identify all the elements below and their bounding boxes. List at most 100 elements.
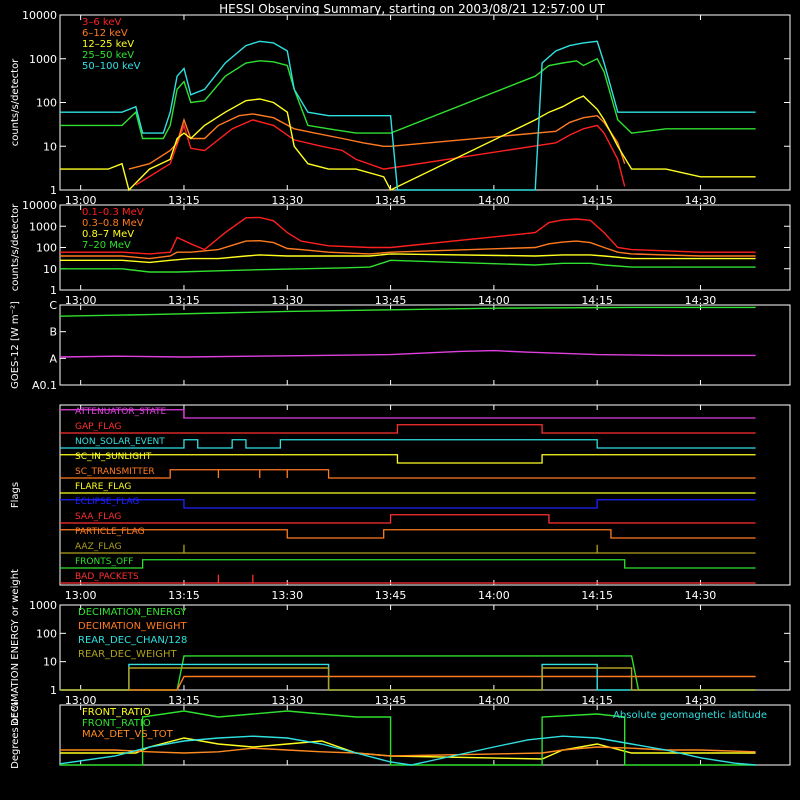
legend-entry: FRONT_RATIO (82, 718, 151, 729)
flag-label: AAZ_FLAG (75, 542, 122, 552)
figure-title: HESSI Observing Summary, starting on 200… (219, 2, 605, 16)
x-tick-label: 13:30 (271, 589, 303, 602)
flag-line (60, 529, 756, 539)
legend-entry: DECIMATION_WEIGHT (78, 621, 187, 632)
series-line (60, 216, 756, 255)
y-tick-label: C (49, 299, 57, 312)
series-line (60, 95, 756, 192)
x-tick-label: 13:00 (65, 294, 97, 307)
series-line (60, 746, 756, 757)
flag-line (60, 454, 756, 464)
x-tick-label: 13:15 (168, 589, 200, 602)
x-tick-label: 13:30 (271, 294, 303, 307)
legend-entry: 0.1–0.3 MeV (82, 207, 144, 218)
y-tick-label: 100 (36, 97, 57, 110)
x-tick-label: 14:00 (478, 694, 510, 707)
flag-line (60, 439, 756, 449)
legend-entry: 0.3–0.8 MeV (82, 218, 144, 229)
legend-entry: 7–20 MeV (82, 240, 131, 251)
legend-entry: 6–12 keV (82, 28, 128, 39)
x-tick-label: 13:45 (375, 194, 407, 207)
series-line (60, 57, 756, 140)
flag-label: NON_SOLAR_EVENT (75, 437, 165, 447)
legend-entry: MAX_DET_VS_TOT (82, 729, 174, 740)
x-tick-label: 14:15 (581, 589, 613, 602)
flag-label: FRONTS_OFF (75, 557, 133, 567)
series-line (60, 737, 756, 760)
flag-line (60, 424, 756, 434)
flag-label: BAD_PACKETS (75, 572, 139, 582)
y-tick-label: 1000 (29, 599, 57, 612)
x-tick-label: 13:45 (375, 694, 407, 707)
panel-decimation: DECIMATION ENERGY or weight 1 10 100 1000 13:… (10, 569, 791, 726)
x-tick-label: 14:30 (685, 294, 717, 307)
series-line (60, 655, 756, 691)
legend-entry: 25–50 keV (82, 50, 134, 61)
series-line (135, 119, 626, 187)
series-line (59, 306, 756, 317)
legend-entry: FRONT_RATIO (82, 707, 151, 718)
series-line (59, 349, 756, 358)
series-line (60, 259, 756, 273)
y-tick-label: 100 (36, 627, 57, 640)
x-tick-label: 14:30 (685, 589, 717, 602)
x-tick-label: 14:15 (581, 294, 613, 307)
x-tick-label: 14:15 (581, 694, 613, 707)
panel-goes: GOES-12 [W m⁻²] A0.1 AB C (10, 299, 791, 392)
x-tick-label: 13:15 (168, 694, 200, 707)
x-tick-label: 14:00 (478, 194, 510, 207)
x-tick-label: 14:00 (478, 589, 510, 602)
x-tick-label: 14:30 (685, 194, 717, 207)
y-axis-label: GOES-12 [W m⁻²] (10, 301, 21, 389)
flag-label: GAP_FLAG (75, 422, 121, 432)
x-tick-label: 13:15 (168, 294, 200, 307)
panel-hxr: counts/s/detector 1 10 100 1000 10000 13:00 13:… (10, 9, 791, 207)
x-tick-label: 13:30 (271, 194, 303, 207)
legend-entry: 50–100 keV (82, 61, 141, 72)
flag-label: SC_IN_SUNLIGHT (75, 452, 152, 462)
legend-entry: 3–6 keV (82, 17, 121, 28)
flag-line (60, 499, 756, 509)
y-tick-label: 10 (43, 263, 57, 276)
annotation: Absolute geomagnetic latitude (613, 710, 767, 721)
y-tick-label: 1 (50, 184, 57, 197)
y-tick-label: B (49, 326, 57, 339)
y-tick-label: 10000 (22, 9, 57, 22)
plot-frame (59, 304, 791, 386)
legend-entry: 12–25 keV (82, 39, 134, 50)
y-axis-label: Flags (10, 482, 21, 508)
series-line (60, 40, 756, 191)
x-tick-label: 13:15 (168, 194, 200, 207)
series-line (60, 253, 756, 264)
y-tick-label: 1000 (29, 53, 57, 66)
x-tick-label: 13:45 (375, 294, 407, 307)
series-line (59, 735, 756, 766)
legend-entry: REAR_DEC_CHAN/128 (78, 635, 187, 646)
legend-entry: 0.8–7 MeV (82, 229, 134, 240)
series-line (128, 113, 626, 170)
y-tick-label: 10 (43, 140, 57, 153)
x-tick-label: 13:45 (375, 589, 407, 602)
plot-frame (59, 404, 791, 586)
y-axis-label: counts/s/detector (10, 203, 21, 291)
y-tick-label: 1 (50, 284, 57, 297)
y-axis-label: counts/s/detector (10, 58, 21, 146)
panel-flags: Flags 13:00 13:15 13:30 13:45 14:00 14:15 14:30… (10, 404, 791, 602)
flag-line (60, 469, 756, 479)
x-tick-label: 13:30 (271, 694, 303, 707)
y-tick-label: 10000 (22, 199, 57, 212)
series-line (60, 710, 756, 766)
x-tick-label: 13:00 (65, 694, 97, 707)
x-tick-label: 13:00 (65, 589, 97, 602)
flag-label: ECLIPSE_FLAG (75, 497, 139, 507)
x-tick-label: 14:30 (685, 694, 717, 707)
y-tick-label: 10 (43, 656, 57, 669)
flag-label: FLARE_FLAG (75, 482, 131, 492)
panel-ratios: Degrees or % FRONT_RATIOFRONT_RATIOMAX_DE… (10, 701, 791, 769)
legend-entry: DECIMATION_ENERGY (78, 607, 187, 618)
y-tick-label: A0.1 (32, 379, 57, 392)
flag-label: ATTENUATOR_STATE (75, 407, 167, 417)
x-tick-label: 14:15 (581, 194, 613, 207)
series-line (60, 675, 756, 691)
y-axis-label: DECIMATION ENERGY or weight (10, 569, 21, 726)
